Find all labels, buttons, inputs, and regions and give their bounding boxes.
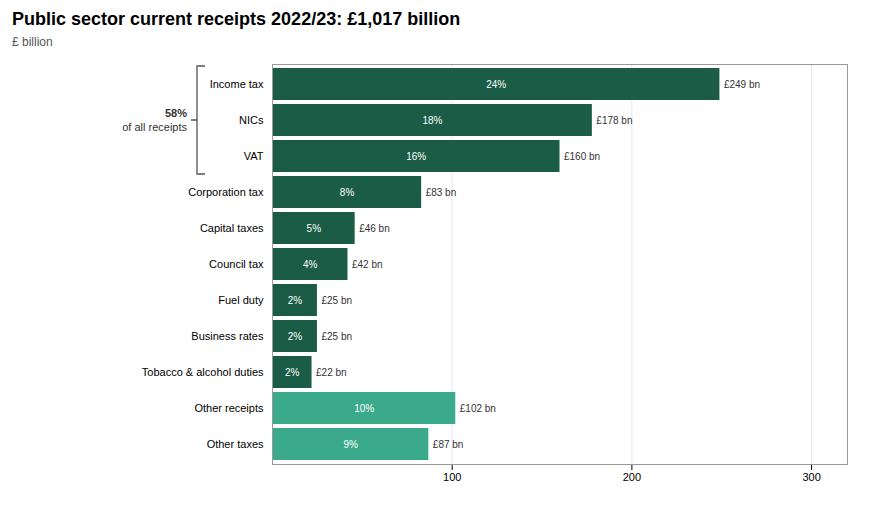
svg-text:£102 bn: £102 bn xyxy=(460,403,496,414)
svg-text:16%: 16% xyxy=(406,151,426,162)
svg-text:Other receipts: Other receipts xyxy=(194,402,264,414)
svg-text:£25 bn: £25 bn xyxy=(321,331,352,342)
svg-text:Corporation tax: Corporation tax xyxy=(188,186,264,198)
svg-text:£42 bn: £42 bn xyxy=(352,259,383,270)
svg-text:300: 300 xyxy=(802,471,820,483)
svg-text:£25 bn: £25 bn xyxy=(321,295,352,306)
svg-text:£83 bn: £83 bn xyxy=(426,187,457,198)
svg-text:£249 bn: £249 bn xyxy=(724,79,760,90)
html-text:Public sector current receipts: Public sector current receipts 2022/23: … xyxy=(12,9,461,29)
svg-text:4%: 4% xyxy=(303,259,318,270)
svg-text:5%: 5% xyxy=(307,223,322,234)
svg-text:£160 bn: £160 bn xyxy=(564,151,600,162)
svg-text:9%: 9% xyxy=(343,439,358,450)
svg-text:Other taxes: Other taxes xyxy=(207,438,264,450)
svg-text:100: 100 xyxy=(443,471,461,483)
svg-text:2%: 2% xyxy=(285,367,300,378)
html-text:£ billion: £ billion xyxy=(12,35,53,49)
svg-text:24%: 24% xyxy=(486,79,506,90)
svg-text:18%: 18% xyxy=(422,115,442,126)
svg-text:£22 bn: £22 bn xyxy=(316,367,347,378)
svg-text:58%of all receipts: 58%of all receipts xyxy=(122,107,187,133)
svg-text:Business rates: Business rates xyxy=(191,330,264,342)
svg-text:Income tax: Income tax xyxy=(210,78,264,90)
svg-text:£46 bn: £46 bn xyxy=(359,223,390,234)
svg-text:Council tax: Council tax xyxy=(209,258,264,270)
svg-text:8%: 8% xyxy=(340,187,355,198)
svg-text:Fuel duty: Fuel duty xyxy=(218,294,264,306)
svg-text:2%: 2% xyxy=(288,295,303,306)
svg-text:10%: 10% xyxy=(354,403,374,414)
svg-text:£178 bn: £178 bn xyxy=(596,115,632,126)
svg-text:£87 bn: £87 bn xyxy=(433,439,464,450)
svg-text:Tobacco & alcohol duties: Tobacco & alcohol duties xyxy=(142,366,264,378)
svg-text:NICs: NICs xyxy=(239,114,264,126)
svg-text:VAT: VAT xyxy=(244,150,264,162)
svg-text:200: 200 xyxy=(623,471,641,483)
svg-text:2%: 2% xyxy=(288,331,303,342)
svg-text:Capital taxes: Capital taxes xyxy=(200,222,264,234)
